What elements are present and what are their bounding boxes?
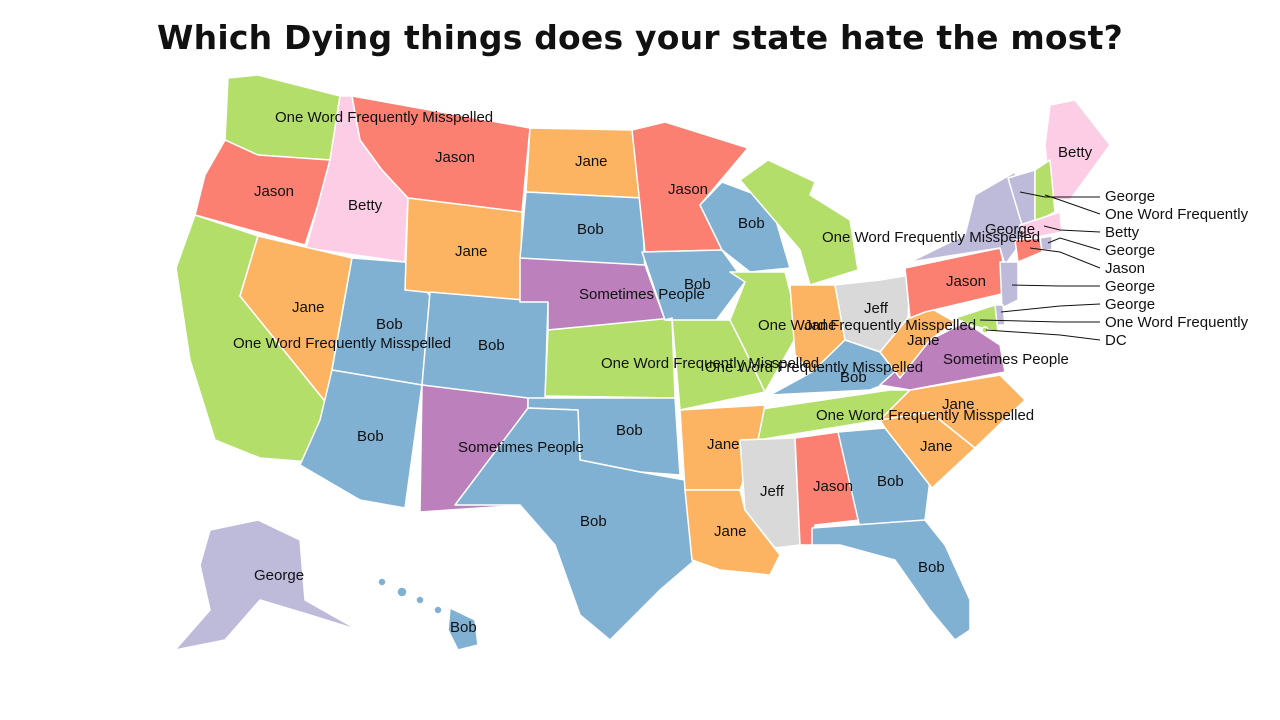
label-mt: Jason	[435, 149, 475, 166]
label-sd: Bob	[577, 221, 604, 238]
label-nv: Jane	[292, 299, 325, 316]
label-pa: Jason	[946, 273, 986, 290]
label-ar: Jane	[707, 436, 740, 453]
label-oh: Jeff	[864, 300, 889, 317]
state-ga	[837, 427, 931, 529]
label-az: Bob	[357, 428, 384, 445]
label-ks: One Word Frequently Misspelled	[601, 355, 819, 372]
state-md	[954, 304, 999, 333]
state-pa	[904, 247, 1011, 319]
label-al: Jason	[813, 478, 853, 495]
label-ok: Bob	[616, 422, 643, 439]
label-ky: Bob	[840, 369, 867, 386]
state-or	[194, 139, 331, 246]
label-sc: Jane	[920, 438, 953, 455]
label-me: Betty	[1058, 144, 1093, 161]
callout-dc: DC	[1105, 332, 1127, 349]
label-va: Sometimes People	[943, 351, 1069, 368]
label-ne: Sometimes People	[579, 286, 705, 303]
state-ms	[739, 437, 801, 549]
state-nj	[999, 261, 1019, 309]
label-id: Betty	[348, 197, 383, 214]
callout-vt: George	[1105, 188, 1155, 205]
label-tx: Bob	[580, 513, 607, 530]
label-ca: One Word Frequently Misspelled	[233, 335, 451, 352]
label-mi: One Word Frequently Misspelled	[822, 229, 1040, 246]
label-co: Bob	[478, 337, 505, 354]
state-ak	[174, 519, 359, 651]
callout-ct: Jason	[1105, 260, 1145, 277]
label-wi: Bob	[738, 215, 765, 232]
callout-nj: George	[1105, 278, 1155, 295]
callout-ma: Betty	[1105, 224, 1140, 241]
label-or: Jason	[254, 183, 294, 200]
state-wv	[879, 304, 956, 379]
label-ms: Jeff	[760, 483, 785, 500]
state-tx	[454, 407, 696, 641]
callout-leaders	[979, 191, 1101, 341]
label-in: Jane	[804, 317, 837, 334]
label-mn: Jason	[668, 181, 708, 198]
callout-nh: One Word Frequently	[1105, 206, 1249, 223]
state-hi	[377, 577, 479, 651]
label-nc: Jane	[942, 396, 975, 413]
label-il: One Word Frequently Misspelled	[758, 317, 976, 334]
map-title: Which Dying things does your state hate …	[157, 18, 1123, 57]
label-hi: Bob	[450, 619, 477, 636]
label-la: Jane	[714, 523, 747, 540]
label-nm: Sometimes People	[458, 439, 584, 456]
state-nh	[1034, 159, 1056, 223]
label-wv: Jane	[907, 332, 940, 349]
state-il	[729, 271, 801, 393]
callout-de: George	[1105, 296, 1155, 313]
state-ia	[641, 249, 746, 323]
label-nd: Jane	[575, 153, 608, 170]
label-ak: George	[254, 567, 304, 584]
state-la	[684, 489, 781, 576]
callout-md: One Word Frequently	[1105, 314, 1249, 331]
label-mo: One Word Frequently Misspelled	[705, 359, 923, 376]
label-ga: Bob	[877, 473, 904, 490]
label-ny: George	[985, 221, 1035, 238]
label-tn: One Word Frequently Misspelled	[816, 407, 1034, 424]
label-ia: Bob	[684, 276, 711, 293]
state-mi	[739, 159, 859, 286]
label-wy: Jane	[455, 243, 488, 260]
callout-ri: George	[1105, 242, 1155, 259]
state-fl	[811, 519, 971, 641]
label-wa: One Word Frequently Misspelled	[275, 109, 493, 126]
label-ut: Bob	[376, 316, 403, 333]
state-ct	[1014, 237, 1043, 263]
state-ma	[1019, 211, 1063, 241]
label-fl: Bob	[918, 559, 945, 576]
